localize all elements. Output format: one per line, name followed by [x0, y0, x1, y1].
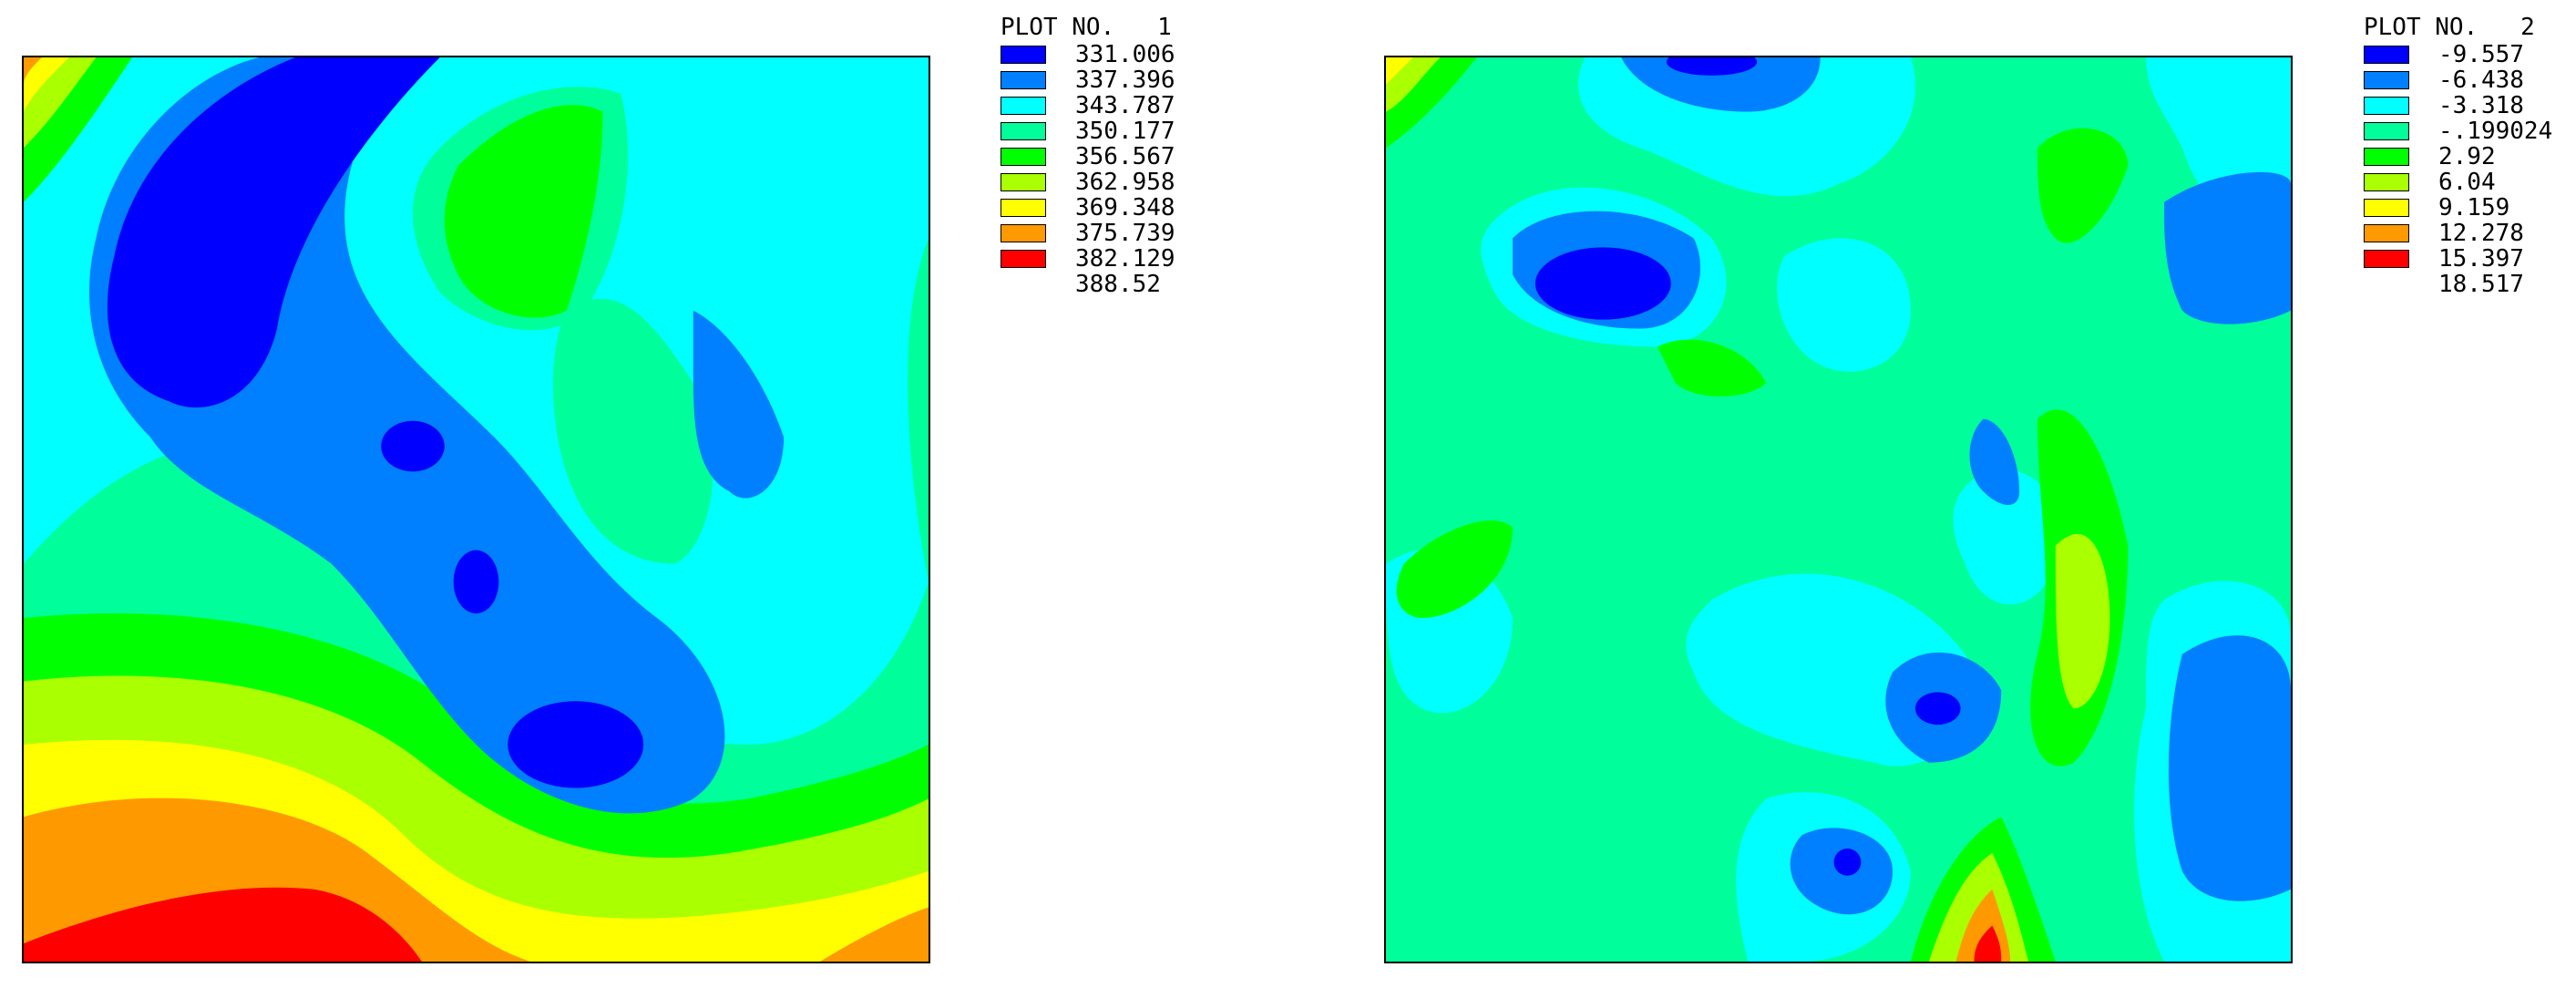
legend-swatch — [2364, 173, 2409, 191]
plot2-green-mid — [1657, 339, 1767, 396]
legend-swatch — [2364, 122, 2409, 140]
legend-value: -9.557 — [2438, 41, 2524, 68]
plot1-blob-right — [693, 310, 785, 499]
plot1-band-382-388 — [24, 887, 422, 962]
legend-entry: -6.438 — [2364, 67, 2552, 93]
plot2-blue-small — [1969, 418, 2020, 506]
legend-value: 350.177 — [1075, 118, 1175, 145]
legend-swatch — [1001, 97, 1046, 115]
legend-entry: 362.958 — [1001, 170, 1175, 195]
legend-value: 369.348 — [1075, 194, 1175, 221]
plot2-cyan-right — [1953, 469, 2060, 605]
legend-swatch — [1001, 199, 1046, 217]
legend-swatch — [1001, 224, 1046, 242]
legend-title: PLOT NO. 1 — [1001, 14, 1172, 41]
plot1-corner-orange — [24, 57, 42, 85]
legend-title: PLOT NO. 2 — [2364, 14, 2535, 41]
legend-rows: 331.006 337.396 343.787 350.177 356.567 362.9… — [1001, 42, 1175, 297]
legend-entry: 382.129 — [1001, 246, 1175, 272]
legend-entry: 12.278 — [2364, 221, 2552, 246]
plot1-island-green — [444, 105, 603, 318]
legend-value: 18.517 — [2438, 271, 2524, 298]
legend-value: 337.396 — [1075, 67, 1175, 94]
legend-swatch — [2364, 46, 2409, 64]
legend-value: 362.958 — [1075, 169, 1175, 196]
legend-value: 375.739 — [1075, 220, 1175, 247]
plot2-low-1 — [1534, 247, 1671, 320]
plot2-corner-yellow — [1386, 57, 1413, 85]
legend-plot-2: PLOT NO. 2 -9.557 -6.438 -3.318 -.199024 2.9… — [2364, 15, 2552, 297]
legend-swatch — [2364, 71, 2409, 89]
plot2-blue-right-bottom — [2168, 635, 2291, 901]
legend-value: 2.92 — [2438, 143, 2496, 170]
legend-value: 15.397 — [2438, 245, 2524, 273]
legend-swatch — [2364, 97, 2409, 115]
plot2-low-2 — [1914, 692, 1961, 726]
legend-swatch — [1001, 148, 1046, 166]
plot2-blue-right-top — [2163, 171, 2291, 324]
legend-value: 356.567 — [1075, 143, 1175, 170]
legend-rows: -9.557 -6.438 -3.318 -.199024 2.92 6.04 9.159 1… — [2364, 42, 2552, 297]
plot1-low-main — [107, 57, 440, 408]
legend-swatch — [1001, 173, 1046, 191]
legend-swatch — [1001, 250, 1046, 268]
legend-entry: 356.567 — [1001, 144, 1175, 170]
plot1-low-small-3 — [508, 701, 644, 788]
legend-value: 6.04 — [2438, 169, 2496, 196]
legend-entry: 350.177 — [1001, 118, 1175, 144]
legend-value: 382.129 — [1075, 245, 1175, 273]
legend-value: 9.159 — [2438, 194, 2510, 221]
legend-swatch — [2364, 148, 2409, 166]
contour-plot-2-svg — [1386, 57, 2291, 962]
plot2-blue-top — [1621, 57, 1821, 112]
legend-swatch — [1001, 122, 1046, 140]
legend-entry: 331.006 — [1001, 42, 1175, 67]
plot2-red-bottom — [1974, 925, 2002, 962]
legend-entry: 343.787 — [1001, 93, 1175, 118]
legend-swatch — [2364, 199, 2409, 217]
legend-entry: 15.397 — [2364, 246, 2552, 272]
legend-value: 343.787 — [1075, 92, 1175, 119]
legend-entry: 6.04 — [2364, 170, 2552, 195]
plot2-cyan-mid — [1777, 238, 1911, 372]
plot1-corner-yellow — [24, 57, 69, 112]
contour-plot-1-svg — [24, 57, 929, 962]
legend-plot-1: PLOT NO. 1 331.006 337.396 343.787 350.177 3… — [1001, 15, 1175, 297]
legend-entry: 18.517 — [2364, 272, 2552, 297]
legend-entry: 9.159 — [2364, 195, 2552, 221]
legend-value: 12.278 — [2438, 220, 2524, 247]
plot1-island-right-teal — [552, 298, 713, 564]
plot1-low-small-1 — [381, 420, 445, 472]
contour-plot-1 — [22, 56, 930, 963]
legend-value: 331.006 — [1075, 41, 1175, 68]
legend-value: -3.318 — [2438, 92, 2524, 119]
plot2-green-left — [1396, 520, 1514, 619]
legend-value: 388.52 — [1075, 271, 1161, 298]
legend-swatch — [1001, 46, 1046, 64]
legend-entry: 375.739 — [1001, 221, 1175, 246]
plot2-low-4 — [1666, 57, 1758, 76]
legend-entry: 388.52 — [1001, 272, 1175, 297]
legend-entry: 337.396 — [1001, 67, 1175, 93]
legend-value: -.199024 — [2438, 118, 2553, 145]
legend-entry: 2.92 — [2364, 144, 2552, 170]
legend-swatch — [1001, 71, 1046, 89]
plot2-green-topright — [2037, 128, 2129, 243]
contour-plot-2 — [1384, 56, 2293, 963]
plot2-lime-ridge — [2055, 533, 2110, 709]
legend-entry: 369.348 — [1001, 195, 1175, 221]
legend-entry: -.199024 — [2364, 118, 2552, 144]
legend-value: -6.438 — [2438, 67, 2524, 94]
legend-entry: -9.557 — [2364, 42, 2552, 67]
legend-entry: -3.318 — [2364, 93, 2552, 118]
plot1-low-small-2 — [453, 550, 499, 614]
legend-swatch — [2364, 224, 2409, 242]
plot2-low-3 — [1833, 849, 1862, 876]
legend-swatch — [2364, 250, 2409, 268]
